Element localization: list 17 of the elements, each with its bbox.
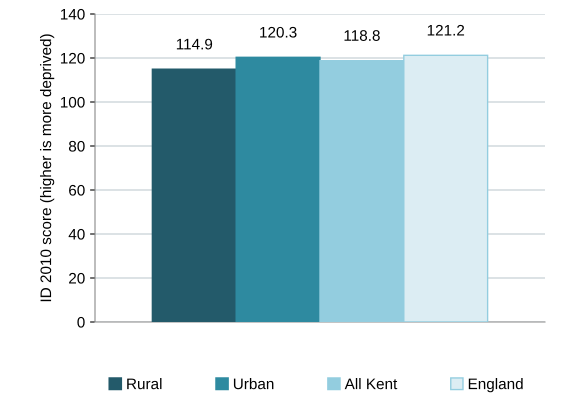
- y-tick-label: 100: [60, 96, 85, 108]
- y-tick-label: 60: [69, 184, 85, 196]
- y-tick-label: 80: [68, 140, 85, 152]
- data-label: 118.8: [344, 30, 380, 41]
- legend-label: All Kent: [344, 378, 398, 390]
- legend-label: Rural: [127, 378, 162, 390]
- y-tick-label: 120: [60, 52, 85, 64]
- y-tick-label: 20: [69, 272, 85, 284]
- y-tick-label: 0: [77, 316, 85, 328]
- data-label: 121.2: [428, 24, 464, 36]
- legend-label: England: [468, 378, 523, 392]
- y-axis-title: ID 2010 score (higher is more deprived): [40, 34, 54, 302]
- data-label: 120.3: [260, 26, 297, 38]
- y-tick-label: 40: [68, 228, 85, 240]
- legend-label: Urban: [234, 378, 274, 390]
- data-label: 114.9: [176, 38, 212, 50]
- y-tick-label: 140: [60, 8, 85, 20]
